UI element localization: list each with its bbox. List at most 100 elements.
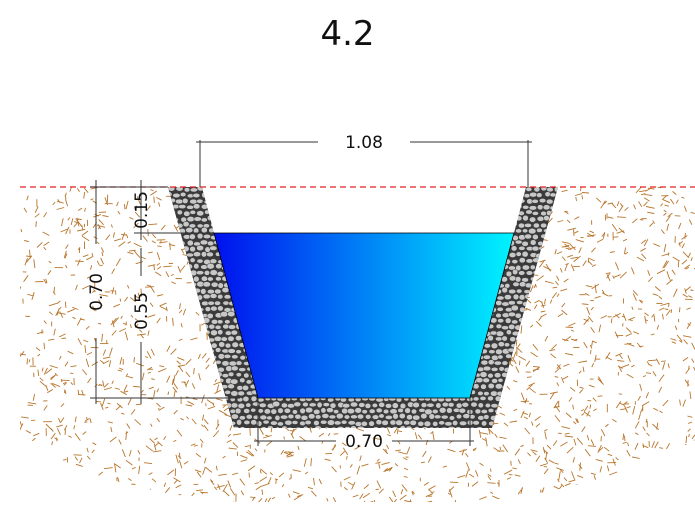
soil-fleck xyxy=(638,201,643,208)
soil-fleck xyxy=(151,378,155,380)
soil-fleck xyxy=(389,496,395,502)
soil-fleck xyxy=(77,228,86,232)
soil-fleck xyxy=(163,482,166,488)
soil-fleck xyxy=(147,314,156,318)
soil-fleck xyxy=(520,325,523,334)
soil-fleck xyxy=(159,406,165,411)
soil-fleck xyxy=(33,432,40,437)
soil-fleck xyxy=(160,240,162,244)
lining-stone xyxy=(487,395,494,402)
soil-fleck xyxy=(550,353,557,359)
soil-fleck xyxy=(592,397,597,402)
soil-fleck xyxy=(639,383,643,391)
soil-fleck xyxy=(261,483,270,487)
soil-fleck xyxy=(331,466,337,473)
soil-fleck xyxy=(146,488,151,495)
soil-fleck xyxy=(557,220,564,223)
lining-stone xyxy=(495,330,505,337)
soil-fleck xyxy=(646,372,652,374)
soil-fleck xyxy=(65,199,69,207)
soil-fleck xyxy=(496,482,500,486)
soil-fleck xyxy=(151,478,157,483)
lining-stone xyxy=(230,365,239,372)
soil-fleck xyxy=(156,197,162,201)
lining-stone xyxy=(354,407,362,414)
soil-fleck xyxy=(643,238,649,247)
soil-fleck xyxy=(485,437,488,447)
diagram-title: 4.2 xyxy=(320,14,375,54)
lining-stone xyxy=(204,270,210,276)
soil-fleck xyxy=(126,234,129,239)
soil-fleck xyxy=(661,253,670,257)
soil-fleck xyxy=(488,428,494,435)
lining-stone xyxy=(189,257,196,263)
lining-stone xyxy=(277,421,284,427)
soil-fleck xyxy=(136,362,145,367)
soil-fleck xyxy=(624,206,629,212)
soil-fleck xyxy=(554,367,560,373)
soil-fleck xyxy=(178,338,183,342)
soil-fleck xyxy=(677,475,680,483)
soil-fleck xyxy=(627,355,631,363)
lining-stone xyxy=(257,408,264,414)
soil-fleck xyxy=(286,454,294,458)
soil-fleck xyxy=(267,477,272,485)
lining-stone xyxy=(482,377,490,383)
lining-stone xyxy=(475,377,484,383)
soil-fleck xyxy=(588,257,595,262)
soil-fleck xyxy=(528,382,536,387)
soil-fleck xyxy=(190,337,198,341)
lining-stone xyxy=(498,366,505,372)
soil-fleck xyxy=(26,195,29,201)
soil-fleck xyxy=(164,487,171,494)
soil-fleck xyxy=(372,437,381,440)
soil-fleck xyxy=(116,201,119,207)
soil-fleck xyxy=(522,412,529,416)
soil-fleck xyxy=(54,474,58,479)
soil-fleck xyxy=(636,256,645,262)
soil-fleck xyxy=(310,458,312,467)
soil-fleck xyxy=(652,371,657,377)
soil-fleck xyxy=(490,468,492,472)
lining-stone xyxy=(300,415,309,421)
soil-fleck xyxy=(75,284,78,291)
soil-fleck xyxy=(531,421,534,426)
soil-fleck xyxy=(90,198,94,201)
soil-fleck xyxy=(386,444,390,450)
soil-fleck xyxy=(618,353,623,359)
soil-fleck xyxy=(134,323,139,328)
soil-fleck xyxy=(20,353,26,356)
soil-fleck xyxy=(647,467,655,475)
soil-fleck xyxy=(419,505,421,509)
soil-fleck xyxy=(85,416,88,421)
soil-fleck xyxy=(123,390,129,393)
soil-fleck xyxy=(102,380,105,387)
soil-fleck xyxy=(583,405,589,412)
soil-fleck xyxy=(150,189,154,192)
soil-fleck xyxy=(678,222,682,230)
lining-stone xyxy=(490,390,498,397)
soil-fleck xyxy=(173,224,179,232)
soil-fleck xyxy=(147,264,156,267)
soil-fleck xyxy=(565,352,574,356)
soil-fleck xyxy=(144,356,149,358)
soil-fleck xyxy=(134,419,142,426)
soil-fleck xyxy=(678,241,683,245)
lining-stone xyxy=(533,187,541,193)
soil-fleck xyxy=(581,413,585,416)
soil-fleck xyxy=(592,340,597,344)
soil-fleck xyxy=(341,442,347,447)
soil-fleck xyxy=(127,251,134,255)
soil-fleck xyxy=(128,449,132,457)
soil-fleck xyxy=(229,487,236,496)
soil-fleck xyxy=(662,260,668,269)
lining-stone xyxy=(193,203,201,210)
soil-fleck xyxy=(582,260,587,267)
soil-fleck xyxy=(205,466,213,473)
soil-fleck xyxy=(472,447,477,451)
lining-stone xyxy=(491,378,498,384)
soil-fleck xyxy=(620,408,626,411)
soil-fleck xyxy=(603,446,610,452)
soil-fleck xyxy=(640,193,646,196)
soil-fleck xyxy=(560,491,565,494)
